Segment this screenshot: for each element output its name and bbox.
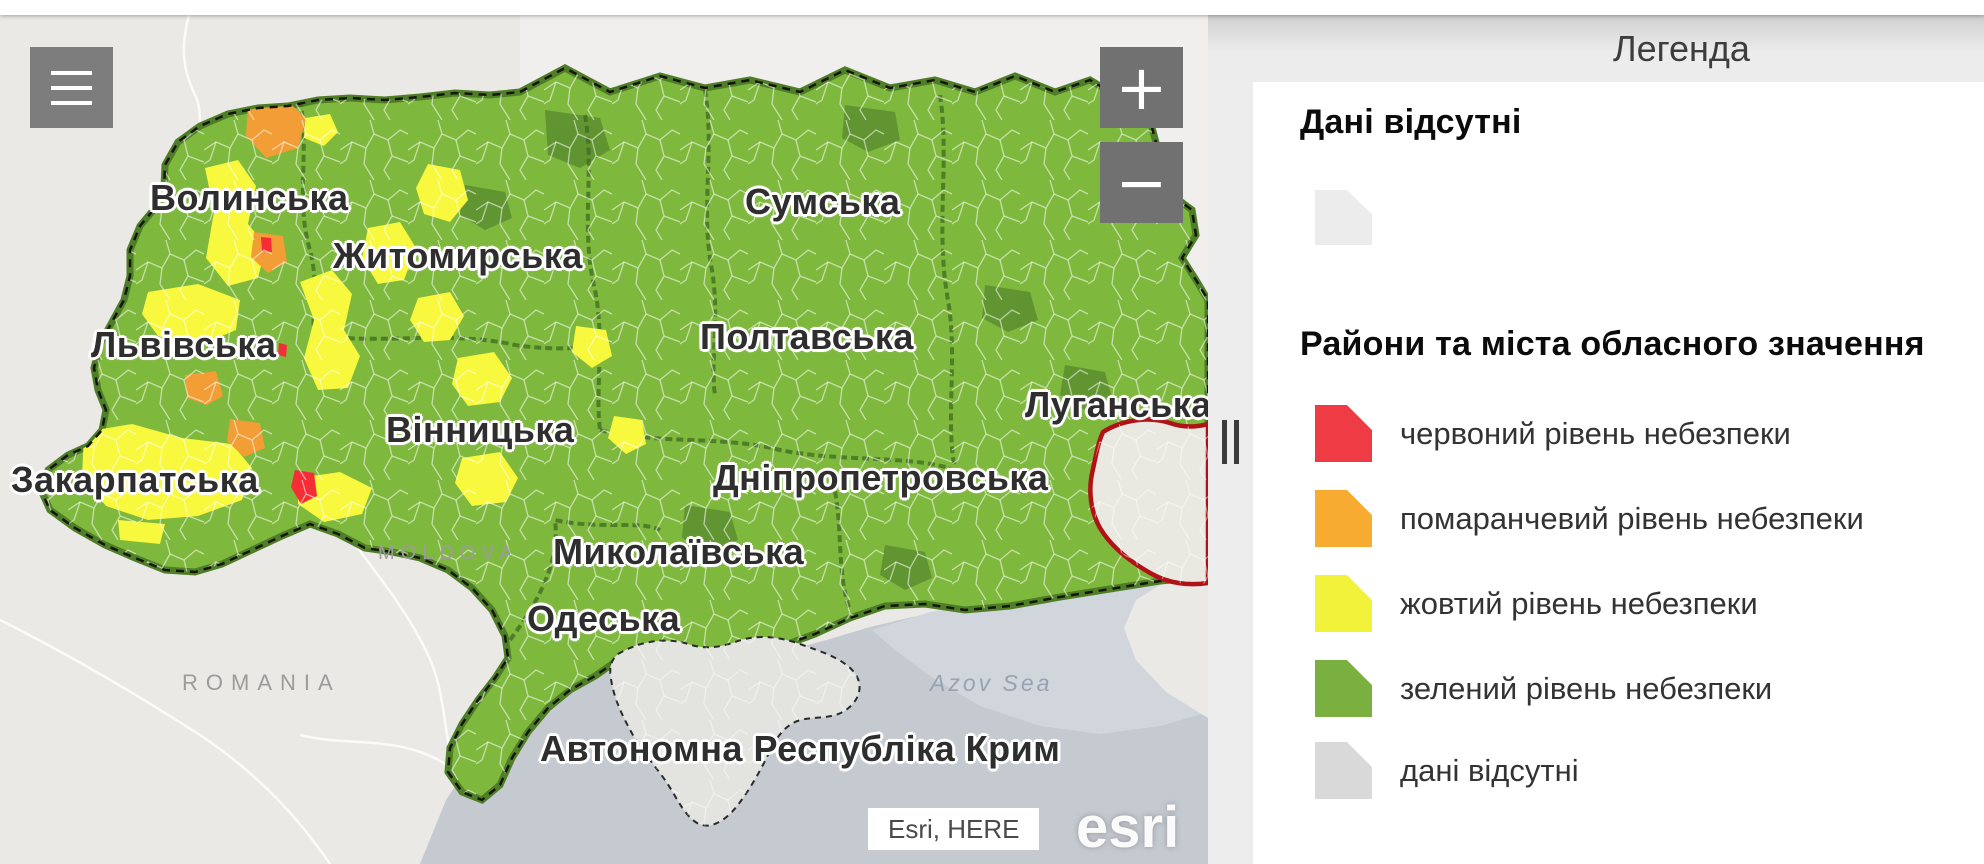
oblast-label-lvivska: Львівська <box>91 324 277 365</box>
oblast-label-poltavska: Полтавська <box>700 316 914 357</box>
oblast-label-odeska: Одеська <box>527 598 681 639</box>
red-swatch-icon <box>1315 405 1372 462</box>
legend-item-label: помаранчевий рівень небезпеки <box>1400 500 1864 536</box>
esri-logo[interactable]: esri <box>1076 795 1180 860</box>
crimea-texture <box>610 637 860 826</box>
legend-item-orange: помаранчевий рівень небезпеки <box>1315 490 1864 547</box>
luhansk-texture <box>1090 419 1208 585</box>
basemap-land-east-coast <box>1124 560 1208 718</box>
oblast-label-volynska: Волинська <box>150 177 349 218</box>
gray-swatch-icon <box>1315 742 1372 799</box>
legend-item-label: зелений рівень небезпеки <box>1400 670 1773 706</box>
top-strip <box>0 0 1984 15</box>
resize-grip-bar <box>1234 420 1239 464</box>
legend-no-data-swatch <box>1315 190 1372 245</box>
legend-card: Дані відсутні Райони та міста обласного … <box>1253 82 1984 864</box>
legend-item-label: жовтий рівень небезпеки <box>1400 585 1758 621</box>
legend-item-red: червоний рівень небезпеки <box>1315 405 1791 462</box>
legend-item-label: дані відсутні <box>1400 752 1579 788</box>
legend-item-green: зелений рівень небезпеки <box>1315 660 1772 717</box>
hamburger-icon <box>51 70 92 75</box>
oblast-label-luhanska: Луганська <box>1025 384 1208 425</box>
legend-no-data-heading: Дані відсутні <box>1300 103 1522 141</box>
legend-panel: Легенда Дані відсутні Райони та міста об… <box>1208 0 1984 864</box>
map-graphics <box>0 0 1208 864</box>
hamburger-icon <box>51 85 92 90</box>
legend-item-no-data: дані відсутні <box>1315 742 1579 799</box>
hamburger-icon <box>51 100 92 105</box>
resize-grip-bar <box>1222 420 1227 464</box>
oblast-label-dnipropetrovska: Дніпропетровська <box>713 457 1049 498</box>
legend-header: Легенда <box>1208 15 1984 82</box>
legend-title: Легенда <box>1613 28 1750 69</box>
orange-swatch-icon <box>1315 490 1372 547</box>
oblast-label-vinnytska: Вінницька <box>386 409 575 450</box>
oblast-label-crimea: Автономна Республіка Крим <box>540 728 1061 769</box>
green-swatch-icon <box>1315 660 1372 717</box>
zoom-out-button[interactable]: − <box>1100 142 1183 223</box>
oblast-label-zakarpatska: Закарпатська <box>11 459 259 500</box>
basemap-label-azov-sea: Azov Sea <box>930 670 1053 696</box>
oblast-label-sumska: Сумська <box>745 181 901 222</box>
basemap-label-moldova: MOLDOVA <box>378 542 510 564</box>
panel-resize-handle[interactable] <box>1222 420 1248 464</box>
azov-sea <box>872 578 1208 734</box>
zoom-in-button[interactable]: + <box>1100 47 1183 128</box>
legend-item-yellow: жовтий рівень небезпеки <box>1315 575 1758 632</box>
oblast-label-zhytomyrska: Житомирська <box>333 235 583 276</box>
oblast-label-mykolaivska: Миколаївська <box>553 531 805 572</box>
menu-button[interactable] <box>30 47 113 128</box>
legend-item-label: червоний рівень небезпеки <box>1400 415 1791 451</box>
map-attribution: Esri, HERE <box>868 808 1040 850</box>
legend-section-heading: Райони та міста обласного значення <box>1300 325 1925 363</box>
basemap-label-romania: ROMANIA <box>182 670 341 695</box>
map-canvas[interactable]: MOLDOVA ROMANIA Azov Sea Волинська Житом… <box>0 0 1208 864</box>
yellow-swatch-icon <box>1315 575 1372 632</box>
